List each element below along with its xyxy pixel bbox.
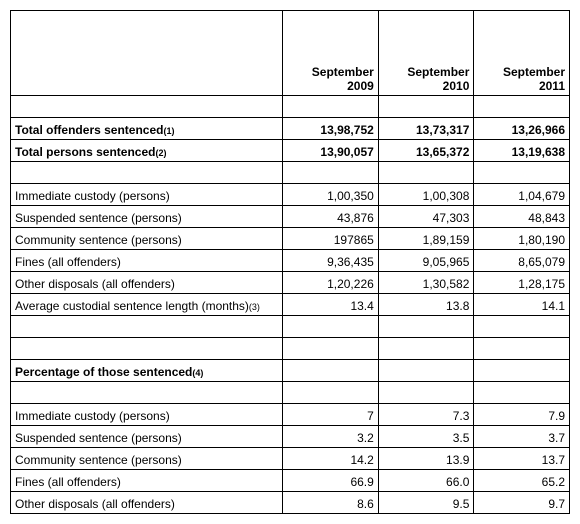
cell-2010: 1,89,159: [378, 228, 474, 250]
total-persons-2009: 13,90,057: [283, 140, 379, 162]
total-persons-row: Total persons sentenced(2) 13,90,057 13,…: [11, 140, 570, 162]
cell-2009: 14.2: [283, 448, 379, 470]
cell-2010: 66.0: [378, 470, 474, 492]
header-col-2011: September 2011: [474, 11, 570, 96]
cell-2009: 43,876: [283, 206, 379, 228]
avg-custodial-row: Average custodial sentence length (month…: [11, 294, 570, 316]
cell-2009: 13.4: [283, 294, 379, 316]
cell-2011: 65.2: [474, 470, 570, 492]
row-label: Immediate custody (persons): [11, 404, 283, 426]
row-label: Community sentence (persons): [11, 228, 283, 250]
total-offenders-2011: 13,26,966: [474, 118, 570, 140]
cell-2009: 8.6: [283, 492, 379, 514]
cell-2011: 3.7: [474, 426, 570, 448]
spacer-row: [11, 96, 570, 118]
row-label: Other disposals (all offenders): [11, 492, 283, 514]
header-col-2010: September 2010: [378, 11, 474, 96]
cell-2010: 47,303: [378, 206, 474, 228]
row-label: Immediate custody (persons): [11, 184, 283, 206]
pct-immediate-custody-row: Immediate custody (persons) 7 7.3 7.9: [11, 404, 570, 426]
row-label: Suspended sentence (persons): [11, 426, 283, 448]
pct-fines-row: Fines (all offenders) 66.9 66.0 65.2: [11, 470, 570, 492]
row-label: Fines (all offenders): [11, 470, 283, 492]
cell-2011: 48,843: [474, 206, 570, 228]
pct-community-sentence-row: Community sentence (persons) 14.2 13.9 1…: [11, 448, 570, 470]
row-label: Other disposals (all offenders): [11, 272, 283, 294]
cell-2010: 13.8: [378, 294, 474, 316]
spacer-row: [11, 382, 570, 404]
row-label: Average custodial sentence length (month…: [11, 294, 283, 316]
pct-header-label: Percentage of those sentenced(4): [11, 360, 283, 382]
header-blank: [11, 11, 283, 96]
cell-2011: 8,65,079: [474, 250, 570, 272]
cell-2011: 1,04,679: [474, 184, 570, 206]
total-persons-label: Total persons sentenced(2): [11, 140, 283, 162]
total-persons-2011: 13,19,638: [474, 140, 570, 162]
row-label: Suspended sentence (persons): [11, 206, 283, 228]
fines-row: Fines (all offenders) 9,36,435 9,05,965 …: [11, 250, 570, 272]
community-sentence-row: Community sentence (persons) 197865 1,89…: [11, 228, 570, 250]
spacer-row: [11, 338, 570, 360]
suspended-sentence-row: Suspended sentence (persons) 43,876 47,3…: [11, 206, 570, 228]
total-persons-2010: 13,65,372: [378, 140, 474, 162]
row-label: Fines (all offenders): [11, 250, 283, 272]
pct-other-disposals-row: Other disposals (all offenders) 8.6 9.5 …: [11, 492, 570, 514]
total-offenders-row: Total offenders sentenced(1) 13,98,752 1…: [11, 118, 570, 140]
cell-2009: 9,36,435: [283, 250, 379, 272]
cell-2011: 9.7: [474, 492, 570, 514]
cell-2010: 9.5: [378, 492, 474, 514]
cell-2010: 13.9: [378, 448, 474, 470]
total-offenders-label: Total offenders sentenced(1): [11, 118, 283, 140]
pct-header-row: Percentage of those sentenced(4): [11, 360, 570, 382]
cell-2011: 1,28,175: [474, 272, 570, 294]
header-col-2009: September 2009: [283, 11, 379, 96]
cell-2010: 3.5: [378, 426, 474, 448]
cell-2009: 7: [283, 404, 379, 426]
total-offenders-2010: 13,73,317: [378, 118, 474, 140]
cell-2009: 66.9: [283, 470, 379, 492]
cell-2010: 1,00,308: [378, 184, 474, 206]
cell-2009: 1,00,350: [283, 184, 379, 206]
cell-2010: 1,30,582: [378, 272, 474, 294]
cell-2011: 1,80,190: [474, 228, 570, 250]
header-row: September 2009 September 2010 September …: [11, 11, 570, 96]
row-label: Community sentence (persons): [11, 448, 283, 470]
spacer-row: [11, 162, 570, 184]
cell-2009: 197865: [283, 228, 379, 250]
cell-2010: 9,05,965: [378, 250, 474, 272]
cell-2011: 13.7: [474, 448, 570, 470]
other-disposals-row: Other disposals (all offenders) 1,20,226…: [11, 272, 570, 294]
total-offenders-2009: 13,98,752: [283, 118, 379, 140]
cell-2009: 1,20,226: [283, 272, 379, 294]
cell-2009: 3.2: [283, 426, 379, 448]
immediate-custody-row: Immediate custody (persons) 1,00,350 1,0…: [11, 184, 570, 206]
cell-2010: 7.3: [378, 404, 474, 426]
sentencing-table: September 2009 September 2010 September …: [10, 10, 570, 514]
spacer-row: [11, 316, 570, 338]
pct-suspended-sentence-row: Suspended sentence (persons) 3.2 3.5 3.7: [11, 426, 570, 448]
cell-2011: 14.1: [474, 294, 570, 316]
cell-2011: 7.9: [474, 404, 570, 426]
